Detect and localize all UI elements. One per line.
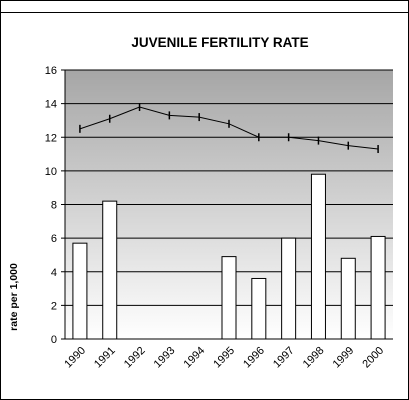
y-tick-label: 16 <box>45 65 57 77</box>
bar-1990 <box>72 242 88 340</box>
x-tick-label: 1999 <box>331 345 357 371</box>
y-tick-label: 0 <box>51 334 57 346</box>
bar-1997 <box>281 237 297 340</box>
bar-1991 <box>102 200 118 340</box>
x-tick-label: 1998 <box>301 345 327 371</box>
bar-1995 <box>221 256 237 340</box>
x-tick-label: 1993 <box>152 345 178 371</box>
y-tick-label: 14 <box>45 99 57 111</box>
x-tick-label: 1990 <box>62 345 88 371</box>
bar-2000 <box>370 235 386 340</box>
y-axis-label: rate per 1,000 <box>8 263 20 331</box>
x-tick-label: 1992 <box>122 345 148 371</box>
y-tick-label: 6 <box>51 233 57 245</box>
chart-title: JUVENILE FERTILITY RATE <box>131 35 308 50</box>
x-tick-label: 1996 <box>241 345 267 371</box>
bar-1998 <box>310 173 326 340</box>
x-tick-label: 1997 <box>271 345 297 371</box>
y-tick-label: 10 <box>45 166 57 178</box>
bar-1999 <box>340 257 356 340</box>
x-tick-label: 1994 <box>182 345 208 371</box>
y-tick-label: 8 <box>51 200 57 212</box>
x-tick-label: 1991 <box>92 345 118 371</box>
x-tick-label: 1995 <box>211 345 237 371</box>
y-tick-label: 12 <box>45 132 57 144</box>
x-tick-label: 2000 <box>360 345 386 371</box>
y-tick-label: 4 <box>51 267 57 279</box>
top-rule <box>0 12 409 13</box>
bar-1996 <box>251 277 267 340</box>
y-tick-label: 2 <box>51 300 57 312</box>
